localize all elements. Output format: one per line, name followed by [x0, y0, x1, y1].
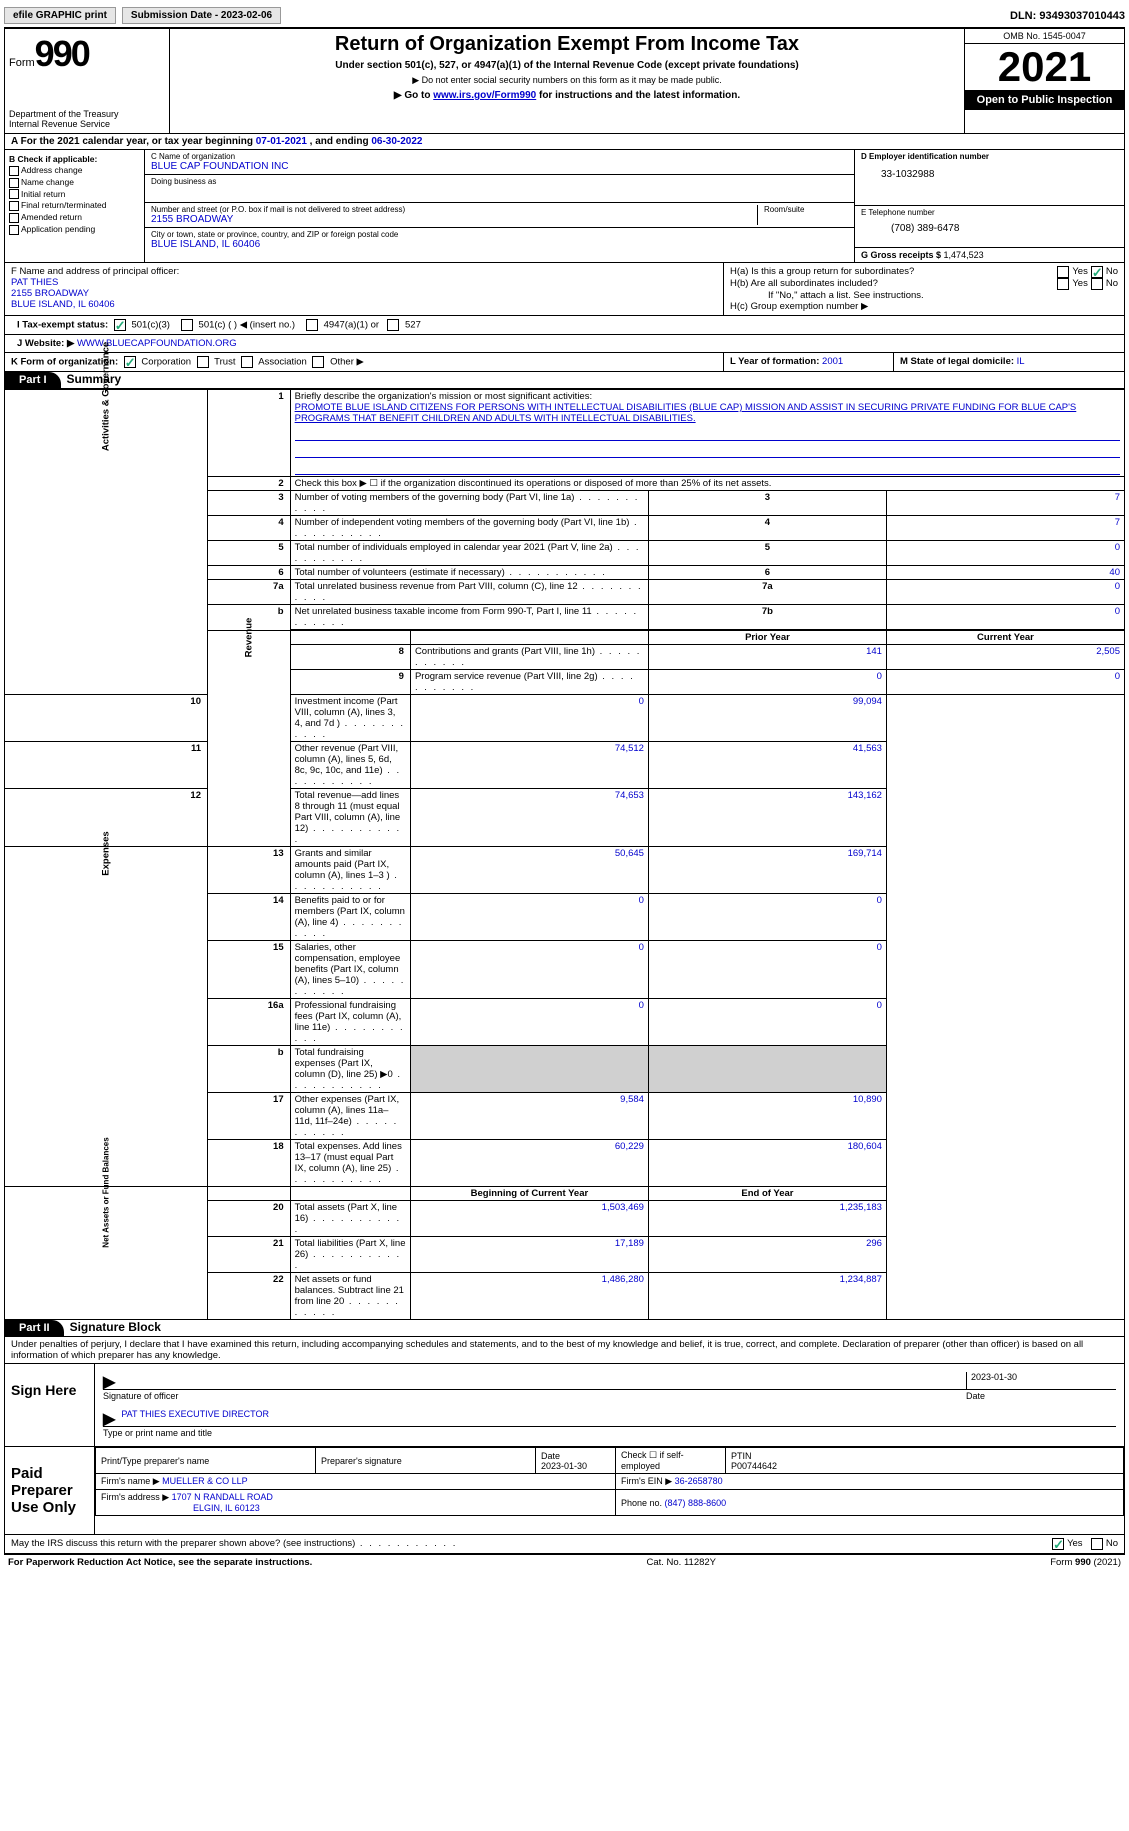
row-k-l-m: K Form of organization: Corporation Trus… — [4, 353, 1125, 372]
org-name: BLUE CAP FOUNDATION INC — [151, 161, 848, 172]
cb-4947[interactable] — [306, 319, 318, 331]
officer-name: PAT THIES — [11, 277, 717, 288]
cb-amended[interactable] — [9, 213, 19, 223]
cb-corp[interactable] — [124, 356, 136, 368]
discuss-no[interactable] — [1091, 1538, 1103, 1550]
paid-preparer: Paid Preparer Use Only Print/Type prepar… — [4, 1447, 1125, 1535]
dln: DLN: 93493037010443 — [1010, 10, 1125, 22]
col-b: B Check if applicable: Address change Na… — [5, 150, 145, 262]
hb-yes[interactable] — [1057, 278, 1069, 290]
cb-assoc[interactable] — [241, 356, 253, 368]
cb-app-pending[interactable] — [9, 225, 19, 235]
form-label: Form990 — [9, 57, 89, 69]
col-d: D Employer identification number 33-1032… — [854, 150, 1124, 262]
summary-table: Activities & Governance 1 Briefly descri… — [4, 389, 1125, 1320]
cb-trust[interactable] — [197, 356, 209, 368]
cb-name-change[interactable] — [9, 178, 19, 188]
col-c: C Name of organization BLUE CAP FOUNDATI… — [145, 150, 854, 262]
row-j: J Website: ▶ WWW.BLUECAPFOUNDATION.ORG — [4, 335, 1125, 353]
hb-no[interactable] — [1091, 278, 1103, 290]
main-block: B Check if applicable: Address change Na… — [4, 150, 1125, 263]
form-header: Form990 Department of the Treasury Inter… — [4, 28, 1125, 134]
irs-link[interactable]: www.irs.gov/Form990 — [433, 90, 536, 101]
ein: 33-1032988 — [861, 169, 1118, 180]
cb-final[interactable] — [9, 201, 19, 211]
cb-other[interactable] — [312, 356, 324, 368]
open-inspect: Open to Public Inspection — [965, 90, 1124, 110]
cb-527[interactable] — [387, 319, 399, 331]
irs-link-line: ▶ Go to www.irs.gov/Form990 for instruct… — [174, 90, 960, 101]
ha-no[interactable] — [1091, 266, 1103, 278]
part2-header: Part IISignature Block — [4, 1320, 1125, 1337]
row-a: A For the 2021 calendar year, or tax yea… — [4, 134, 1125, 150]
form-title: Return of Organization Exempt From Incom… — [174, 33, 960, 56]
declaration: Under penalties of perjury, I declare th… — [4, 1337, 1125, 1364]
submission-button[interactable]: Submission Date - 2023-02-06 — [122, 7, 281, 24]
mission: PROMOTE BLUE ISLAND CITIZENS FOR PERSONS… — [295, 402, 1077, 424]
cb-initial[interactable] — [9, 189, 19, 199]
row-f-h: F Name and address of principal officer:… — [4, 263, 1125, 316]
org-street: 2155 BROADWAY — [151, 214, 751, 225]
part1-header: Part ISummary — [4, 372, 1125, 389]
dept: Department of the Treasury Internal Reve… — [9, 109, 165, 129]
efile-button[interactable]: efile GRAPHIC print — [4, 7, 116, 24]
page-footer: For Paperwork Reduction Act Notice, see … — [4, 1554, 1125, 1570]
cb-501c[interactable] — [181, 319, 193, 331]
ssn-note: ▶ Do not enter social security numbers o… — [174, 75, 960, 86]
phone: (708) 389-6478 — [861, 223, 1118, 234]
row-i: I Tax-exempt status: 501(c)(3) 501(c) ( … — [4, 316, 1125, 335]
ha-yes[interactable] — [1057, 266, 1069, 278]
discuss-yes[interactable] — [1052, 1538, 1064, 1550]
cb-address-change[interactable] — [9, 166, 19, 176]
omb: OMB No. 1545-0047 — [965, 29, 1124, 44]
tax-year: 2021 — [965, 44, 1124, 90]
cb-501c3[interactable] — [114, 319, 126, 331]
discuss-row: May the IRS discuss this return with the… — [4, 1535, 1125, 1554]
gross-receipts: 1,474,523 — [944, 250, 984, 260]
top-bar: efile GRAPHIC print Submission Date - 20… — [4, 4, 1125, 28]
form-subtitle: Under section 501(c), 527, or 4947(a)(1)… — [174, 60, 960, 71]
sign-here: Sign Here ▶2023-01-30 Signature of offic… — [4, 1364, 1125, 1447]
org-city: BLUE ISLAND, IL 60406 — [151, 239, 848, 250]
